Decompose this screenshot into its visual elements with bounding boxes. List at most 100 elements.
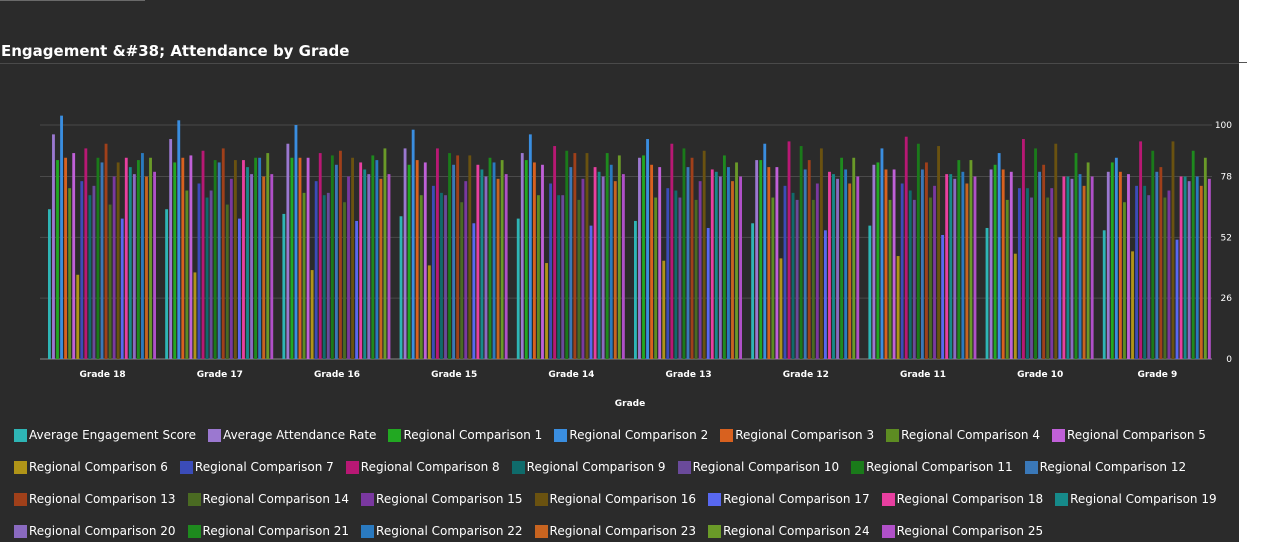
bar (88, 195, 92, 359)
bar (225, 204, 229, 359)
bar (597, 171, 601, 359)
x-tick-label: Grade 12 (783, 370, 829, 380)
legend-item[interactable]: Regional Comparison 4 (886, 419, 1040, 451)
bar (577, 199, 581, 359)
legend-item[interactable]: Regional Comparison 20 (14, 515, 176, 547)
legend-label: Regional Comparison 12 (1039, 460, 1187, 474)
legend-item[interactable]: Regional Comparison 5 (1052, 419, 1206, 451)
bar (1086, 162, 1090, 359)
legend-label: Regional Comparison 3 (735, 428, 875, 442)
legend-item[interactable]: Regional Comparison 18 (881, 483, 1043, 515)
bar (585, 153, 589, 359)
legend-item[interactable]: Regional Comparison 23 (534, 515, 696, 547)
legend-item[interactable]: Regional Comparison 2 (554, 419, 708, 451)
bar (64, 157, 68, 359)
legend-item[interactable]: Regional Comparison 6 (14, 451, 168, 483)
bar (431, 185, 435, 359)
bar (876, 162, 880, 359)
bar (124, 157, 128, 359)
bar (403, 148, 407, 359)
bar (351, 157, 354, 359)
legend-item[interactable]: Regional Comparison 14 (187, 483, 349, 515)
bar (739, 176, 742, 359)
legend-item[interactable]: Regional Comparison 12 (1024, 451, 1187, 483)
bar (112, 176, 116, 359)
bar (1054, 143, 1058, 359)
bar (593, 167, 597, 359)
legend-item[interactable]: Regional Comparison 19 (1055, 483, 1217, 515)
bar (104, 143, 108, 359)
bar (1123, 202, 1126, 359)
bar (815, 183, 819, 359)
bar (314, 181, 318, 359)
legend-item[interactable]: Regional Comparison 25 (881, 515, 1043, 547)
legend-item[interactable]: Regional Comparison 15 (361, 483, 523, 515)
legend-item[interactable]: Regional Comparison 8 (345, 451, 500, 483)
tab-indicator (0, 0, 145, 1)
bar (650, 164, 654, 359)
legend-item[interactable]: Regional Comparison 3 (720, 419, 874, 451)
bar (759, 160, 763, 359)
legend-item[interactable]: Regional Comparison 10 (677, 451, 839, 483)
bar (532, 162, 536, 359)
bar (229, 178, 233, 359)
bar (355, 220, 359, 359)
x-tick-label: Grade 15 (431, 370, 477, 380)
bar (185, 190, 189, 359)
bar (1183, 176, 1187, 359)
legend-label: Regional Comparison 11 (866, 460, 1013, 474)
legend-item[interactable]: Average Engagement Score (14, 419, 196, 451)
legend-item[interactable]: Regional Comparison 7 (179, 451, 334, 483)
bar (145, 176, 148, 359)
legend-label: Regional Comparison 22 (376, 524, 523, 538)
bar (1078, 174, 1082, 359)
bar (334, 164, 338, 359)
bar (92, 185, 96, 359)
bar (949, 174, 953, 359)
bar (666, 188, 670, 359)
bar (177, 120, 181, 359)
bar (153, 171, 156, 359)
bar (674, 190, 678, 359)
legend-swatch (881, 492, 895, 506)
legend-item[interactable]: Regional Comparison 17 (708, 483, 870, 515)
bar (173, 162, 177, 359)
bar (217, 162, 221, 359)
bar (1074, 153, 1078, 359)
bar (965, 183, 969, 359)
legend-item[interactable]: Regional Comparison 21 (187, 515, 349, 547)
legend-swatch (708, 524, 722, 538)
legend-item[interactable]: Regional Comparison 13 (14, 483, 176, 515)
title-divider (0, 63, 1239, 64)
bar (1127, 174, 1130, 359)
bar (492, 162, 496, 359)
bar (908, 190, 912, 359)
bar (541, 164, 544, 359)
bar (339, 150, 342, 359)
legend-label: Regional Comparison 5 (1067, 428, 1206, 442)
legend-item[interactable]: Regional Comparison 22 (361, 515, 523, 547)
bar (367, 174, 371, 359)
bar (836, 178, 839, 359)
bar (520, 153, 524, 359)
bar (953, 178, 957, 359)
bar (945, 174, 949, 359)
legend-item[interactable]: Regional Comparison 11 (851, 451, 1013, 483)
legend-label: Regional Comparison 15 (376, 492, 523, 506)
bar (755, 160, 759, 359)
legend-item[interactable]: Regional Comparison 9 (511, 451, 666, 483)
legend-item[interactable]: Average Attendance Rate (208, 419, 376, 451)
bar (330, 155, 334, 359)
bar (1118, 171, 1122, 359)
bar (242, 160, 245, 359)
bar (132, 174, 136, 359)
legend-item[interactable]: Regional Comparison 1 (388, 419, 542, 451)
legend-item[interactable]: Regional Comparison 16 (534, 483, 696, 515)
bar (985, 227, 989, 359)
bar (347, 176, 350, 359)
bar (682, 148, 686, 359)
bar (1022, 139, 1025, 359)
bar (613, 181, 617, 359)
legend-item[interactable]: Regional Comparison 24 (708, 515, 870, 547)
bar (569, 167, 573, 359)
